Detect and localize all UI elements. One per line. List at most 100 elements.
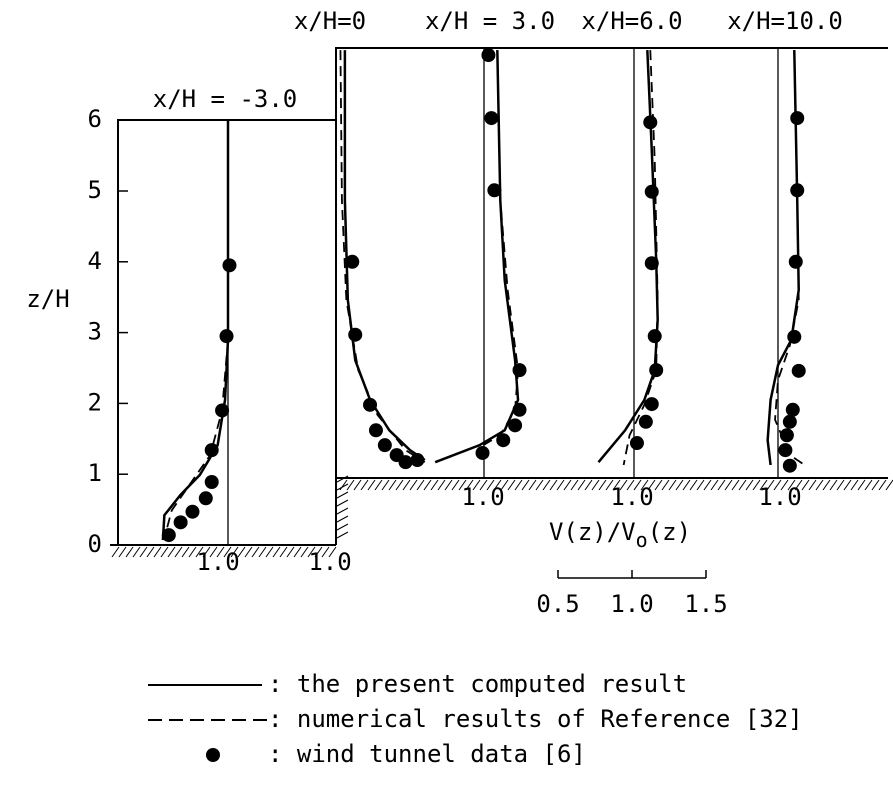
hatch: [339, 479, 348, 491]
hatch: [346, 479, 355, 491]
hatch: [167, 546, 176, 558]
y-tick-label: 1: [88, 459, 102, 487]
hatch: [661, 479, 670, 491]
hatch: [111, 546, 120, 558]
ground-hatching: [111, 475, 893, 558]
hatch: [591, 479, 600, 491]
hatch: [409, 479, 418, 491]
hatch: [336, 507, 349, 515]
hatch: [314, 546, 323, 558]
hatch: [745, 479, 754, 491]
data-point: [512, 363, 527, 378]
hatch: [458, 479, 467, 491]
x-label-main: V(z)/V: [549, 518, 636, 546]
hatch: [766, 479, 775, 491]
data-point: [790, 183, 805, 198]
data-point: [363, 397, 378, 412]
data-point: [484, 111, 499, 126]
hatch: [188, 546, 197, 558]
hatch: [395, 479, 404, 491]
data-point: [644, 184, 659, 199]
legend-dot: [206, 748, 220, 762]
data-point: [185, 504, 200, 519]
hatch: [682, 479, 691, 491]
data-point: [345, 254, 360, 269]
hatch: [430, 479, 439, 491]
data-point: [647, 329, 662, 344]
hatch: [336, 515, 349, 523]
hatch: [307, 546, 316, 558]
hatch: [132, 546, 141, 558]
hatch: [710, 479, 719, 491]
hatch: [479, 479, 488, 491]
hatch: [780, 479, 789, 491]
data-point: [649, 363, 664, 378]
hatch: [258, 546, 267, 558]
hatch: [773, 479, 782, 491]
hatch: [416, 479, 425, 491]
hatch: [612, 479, 621, 491]
x-label-sub: o: [636, 528, 648, 552]
hatch: [843, 479, 852, 491]
scale-tick-label: 0.5: [536, 590, 579, 618]
hatch: [514, 479, 523, 491]
dashed-curve: [339, 50, 426, 463]
legend-label: : numerical results of Reference [32]: [268, 705, 803, 733]
hatch: [598, 479, 607, 491]
hatch: [374, 479, 383, 491]
hatch: [556, 479, 565, 491]
hatch: [444, 479, 453, 491]
data-point: [368, 423, 383, 438]
data-point: [782, 458, 797, 473]
hatch: [864, 479, 873, 491]
profile-title: x/H=6.0: [581, 7, 682, 35]
hatch: [584, 479, 593, 491]
data-point: [215, 403, 230, 418]
data-point: [398, 455, 413, 470]
data-point: [638, 414, 653, 429]
hatch: [500, 479, 509, 491]
profile-title: x/H=0: [294, 7, 366, 35]
hatch: [251, 546, 260, 558]
data-point: [377, 438, 392, 453]
hatch: [675, 479, 684, 491]
hatch: [336, 483, 349, 491]
hatch: [209, 546, 218, 558]
data-point: [173, 515, 188, 530]
hatch: [336, 475, 349, 483]
hatch: [223, 546, 232, 558]
hatch: [360, 479, 369, 491]
hatch: [195, 546, 204, 558]
hatch: [521, 479, 530, 491]
dashed-curve: [163, 339, 229, 539]
hatch: [216, 546, 225, 558]
hatch: [336, 531, 349, 539]
hatch: [570, 479, 579, 491]
hatch: [202, 546, 211, 558]
hatch: [472, 479, 481, 491]
x-axis-label: V(z)/Vo(z): [549, 518, 691, 552]
hatch: [605, 479, 614, 491]
hatch: [731, 479, 740, 491]
hatch: [829, 479, 838, 491]
hatch: [689, 479, 698, 491]
hatch: [265, 546, 274, 558]
legend-label: : the present computed result: [268, 670, 687, 698]
solid-curve: [434, 50, 520, 464]
reference-label: 1.0: [196, 548, 239, 576]
scale-tick-label: 1.5: [684, 590, 727, 618]
data-point: [644, 397, 659, 412]
data-point: [790, 111, 805, 126]
hatch: [153, 546, 162, 558]
hatch: [244, 546, 253, 558]
hatch: [125, 546, 134, 558]
hatch: [794, 479, 803, 491]
hatch: [328, 546, 337, 558]
hatch: [321, 546, 330, 558]
hatch: [640, 479, 649, 491]
hatch: [850, 479, 859, 491]
hatch: [118, 546, 127, 558]
hatch: [696, 479, 705, 491]
y-axis-label: z/H: [26, 285, 69, 313]
